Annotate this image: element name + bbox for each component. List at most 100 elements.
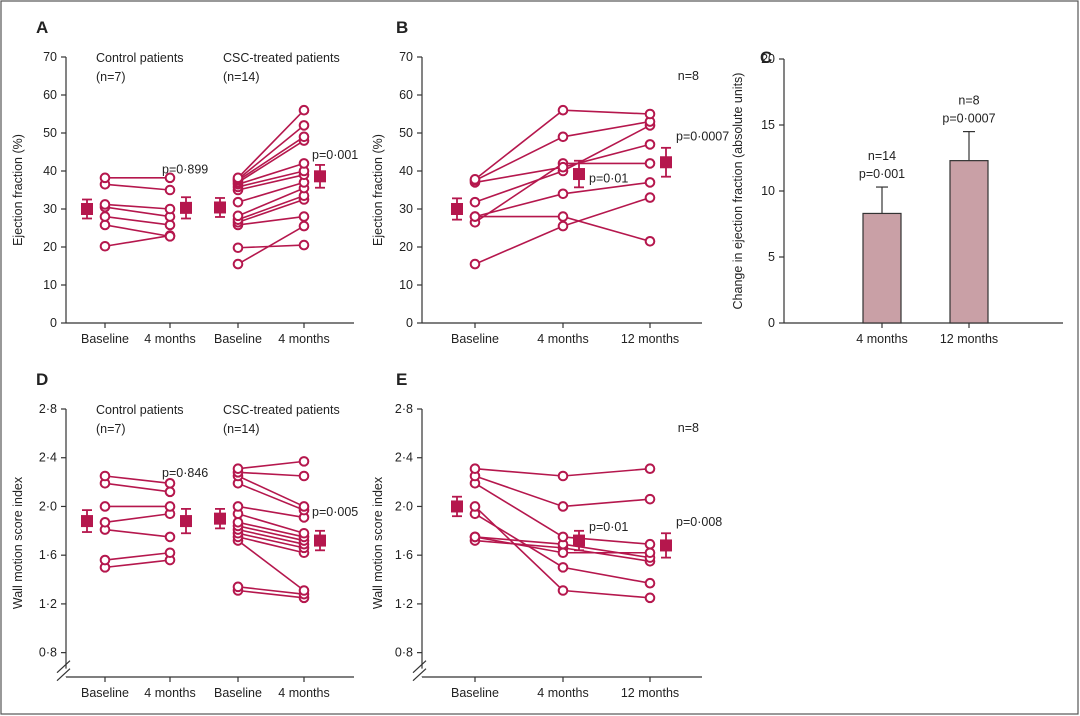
patient-point-E-7-0 <box>469 463 481 474</box>
patient-line-D-1-9 <box>237 505 305 519</box>
patient-point-E-7-2 <box>644 463 656 474</box>
patient-point-followup-D-1-2 <box>298 585 310 596</box>
patient-line-A-1-12 <box>237 124 305 180</box>
mean-marker-baseline-A-1 <box>214 201 226 214</box>
patient-line-D-1-8 <box>237 512 305 535</box>
patient-point-B-7-0 <box>469 174 481 185</box>
y-axis-title-A: Ejection fraction (%) <box>11 134 25 246</box>
patient-point-followup-A-1-13 <box>298 104 310 116</box>
patient-point-followup-D-0-4 <box>164 501 176 512</box>
patient-point-E-2-2 <box>644 547 656 559</box>
mean-marker-E-1 <box>573 534 585 547</box>
patient-line-A-1-10 <box>237 139 305 184</box>
x-tick-label-D: Baseline <box>214 686 262 700</box>
patient-point-baseline-D-1-7 <box>232 516 244 528</box>
y-tick-label-A: 0 <box>50 316 57 330</box>
patient-point-baseline-A-0-0 <box>99 240 111 252</box>
group-n-label-D-0: (n=7) <box>96 422 126 436</box>
p-value-A-1: p=0·001 <box>312 148 358 162</box>
mean-marker-followup-A-0 <box>180 201 192 214</box>
patient-point-baseline-D-0-4 <box>99 501 111 512</box>
patient-point-followup-A-1-11 <box>298 131 310 143</box>
patient-point-E-3-2 <box>644 577 656 589</box>
y-tick-label-E: 2·8 <box>395 402 413 416</box>
patient-point-followup-D-1-12 <box>298 470 310 482</box>
x-tick-label-C: 4 months <box>856 332 907 346</box>
patient-line-A-1-4 <box>237 194 305 221</box>
y-axis-title-E: Wall motion score index <box>371 476 385 609</box>
y-tick-label-D: 2·8 <box>39 402 57 416</box>
patient-point-followup-A-0-4 <box>164 203 176 215</box>
patient-line-A-1-11 <box>237 136 305 182</box>
p-value-B-1: p=0·0007 <box>676 130 729 144</box>
patient-point-baseline-D-1-9 <box>232 501 244 512</box>
patient-point-followup-D-0-5 <box>164 486 176 498</box>
patient-line-D-1-6 <box>237 525 305 542</box>
patient-point-B-0-2 <box>644 192 656 203</box>
patient-line-D-1-5 <box>237 528 305 545</box>
patient-line-A-0-0 <box>104 234 171 248</box>
y-tick-label-B: 0 <box>406 316 413 330</box>
mean-marker-followup-D-0 <box>180 515 192 528</box>
mean-marker-followup-A-1 <box>314 170 326 183</box>
patient-point-B-6-1 <box>557 131 569 143</box>
y-tick-label-A: 20 <box>43 240 57 254</box>
p-value-D-0: p=0·846 <box>162 466 208 480</box>
patient-point-baseline-A-1-6 <box>232 196 244 208</box>
axis-break-mark-2-E <box>412 668 427 682</box>
y-tick-label-E: 0·8 <box>395 646 413 660</box>
axis-break-mark-2-D <box>56 668 71 682</box>
patient-point-B-5-1 <box>557 161 569 173</box>
patient-point-followup-A-1-2 <box>298 211 310 222</box>
group-label-D-0: Control patients <box>96 403 184 417</box>
patient-line-D-1-1 <box>237 586 305 595</box>
patient-line-A-1-5 <box>237 187 305 217</box>
patient-point-E-5-2 <box>644 538 656 550</box>
patient-line-A-1-7 <box>237 174 305 191</box>
p-value-B-0: p=0·01 <box>589 171 628 185</box>
patient-line-D-1-11 <box>237 475 305 508</box>
mean-marker-followup-D-1 <box>314 534 326 547</box>
patient-point-B-1-2 <box>644 158 656 169</box>
bar-p-label-1: p=0·0007 <box>942 112 995 126</box>
y-axis-title-B: Ejection fraction (%) <box>371 134 385 246</box>
patient-line-D-1-7 <box>237 521 305 538</box>
patient-point-followup-A-0-5 <box>164 184 176 196</box>
y-axis-title-C: Change in ejection fraction (absolute un… <box>731 73 745 310</box>
panel-letter-A: A <box>36 18 48 37</box>
x-tick-label-E: 12 months <box>621 686 679 700</box>
patient-point-baseline-D-1-1 <box>232 581 244 593</box>
patient-line-D-0-1 <box>104 551 171 561</box>
patient-point-E-5-1 <box>557 531 569 543</box>
y-tick-label-C: 5 <box>768 250 775 264</box>
patient-point-followup-D-0-6 <box>164 478 176 489</box>
y-tick-label-C: 10 <box>761 184 775 198</box>
y-tick-label-E: 1·2 <box>395 597 413 611</box>
panel-letter-D: D <box>36 370 48 389</box>
x-tick-label-D: 4 months <box>278 686 329 700</box>
y-tick-label-D: 0·8 <box>39 646 57 660</box>
x-tick-label-C: 12 months <box>940 332 998 346</box>
patient-line-D-1-3 <box>237 536 305 554</box>
y-tick-label-E: 2·4 <box>395 451 413 465</box>
patient-line-A-1-8 <box>237 170 305 188</box>
patient-point-B-2-1 <box>557 211 569 222</box>
y-tick-label-B: 60 <box>399 88 413 102</box>
y-tick-label-B: 20 <box>399 240 413 254</box>
panel-letter-B: B <box>396 18 408 37</box>
x-tick-label-E: Baseline <box>451 686 499 700</box>
y-tick-label-B: 70 <box>399 50 413 64</box>
x-tick-label-D: Baseline <box>81 686 129 700</box>
patient-line-D-0-0 <box>104 559 171 569</box>
x-tick-label-B: 4 months <box>537 332 588 346</box>
patient-point-E-6-2 <box>644 493 656 505</box>
patient-line-A-1-13 <box>237 109 305 179</box>
patient-point-followup-A-1-12 <box>298 120 310 131</box>
patient-line-D-0-2 <box>104 528 171 538</box>
y-tick-label-D: 1·6 <box>39 548 57 562</box>
patient-point-B-3-2 <box>644 177 656 188</box>
patient-line-A-0-3 <box>104 206 171 218</box>
patient-point-followup-A-0-2 <box>164 219 176 231</box>
patient-point-E-4-2 <box>644 592 656 604</box>
